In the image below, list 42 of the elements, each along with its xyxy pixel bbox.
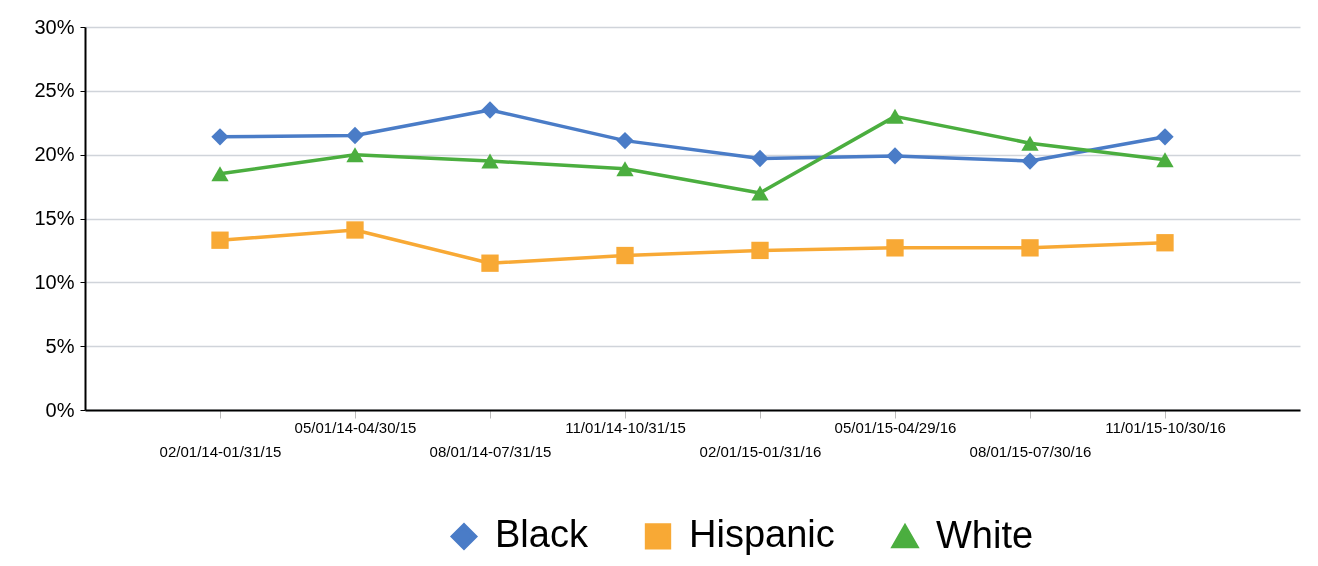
point <box>481 153 499 169</box>
x-tick-label: 02/01/15-01/31/16 <box>699 442 822 460</box>
x-tick-label: 05/01/14-04/30/15 <box>294 418 417 436</box>
x-tick-label: 08/01/14-07/31/15 <box>429 442 552 460</box>
point <box>1156 234 1174 252</box>
point <box>886 108 904 124</box>
x-tick-label: 11/01/14-10/31/15 <box>565 418 686 436</box>
point <box>346 126 364 145</box>
point <box>886 147 904 165</box>
point <box>211 128 229 146</box>
point <box>211 231 229 249</box>
point <box>211 166 229 182</box>
point <box>616 246 634 265</box>
point <box>616 131 634 150</box>
legend-label: Black <box>495 513 589 556</box>
y-tick-label: 10% <box>34 270 75 293</box>
x-tick-label: 05/01/15-04/29/16 <box>834 418 957 436</box>
point <box>751 185 769 201</box>
point <box>1021 152 1039 170</box>
point <box>751 241 769 260</box>
y-tick-label: 20% <box>34 143 75 166</box>
x-tick-label: 11/01/15-10/30/16 <box>1105 418 1226 436</box>
legend-label: White <box>936 513 1034 556</box>
point <box>1021 239 1039 257</box>
point <box>1021 135 1039 151</box>
point <box>481 254 499 272</box>
point <box>481 101 499 119</box>
point <box>1156 128 1174 146</box>
y-tick-label: 30% <box>34 15 75 38</box>
point <box>346 147 364 163</box>
y-tick-label: 15% <box>34 207 75 229</box>
legend-label: Hispanic <box>689 513 835 556</box>
point <box>346 221 364 239</box>
y-tick-label: 25% <box>34 79 75 102</box>
y-tick-label: 5% <box>45 334 75 357</box>
y-tick-label: 0% <box>45 398 75 421</box>
point <box>886 239 904 257</box>
point <box>616 161 634 177</box>
point <box>1156 152 1174 168</box>
point <box>751 149 769 168</box>
x-tick-label: 02/01/14-01/31/15 <box>159 442 282 460</box>
x-tick-label: 08/01/15-07/30/16 <box>969 442 1092 460</box>
